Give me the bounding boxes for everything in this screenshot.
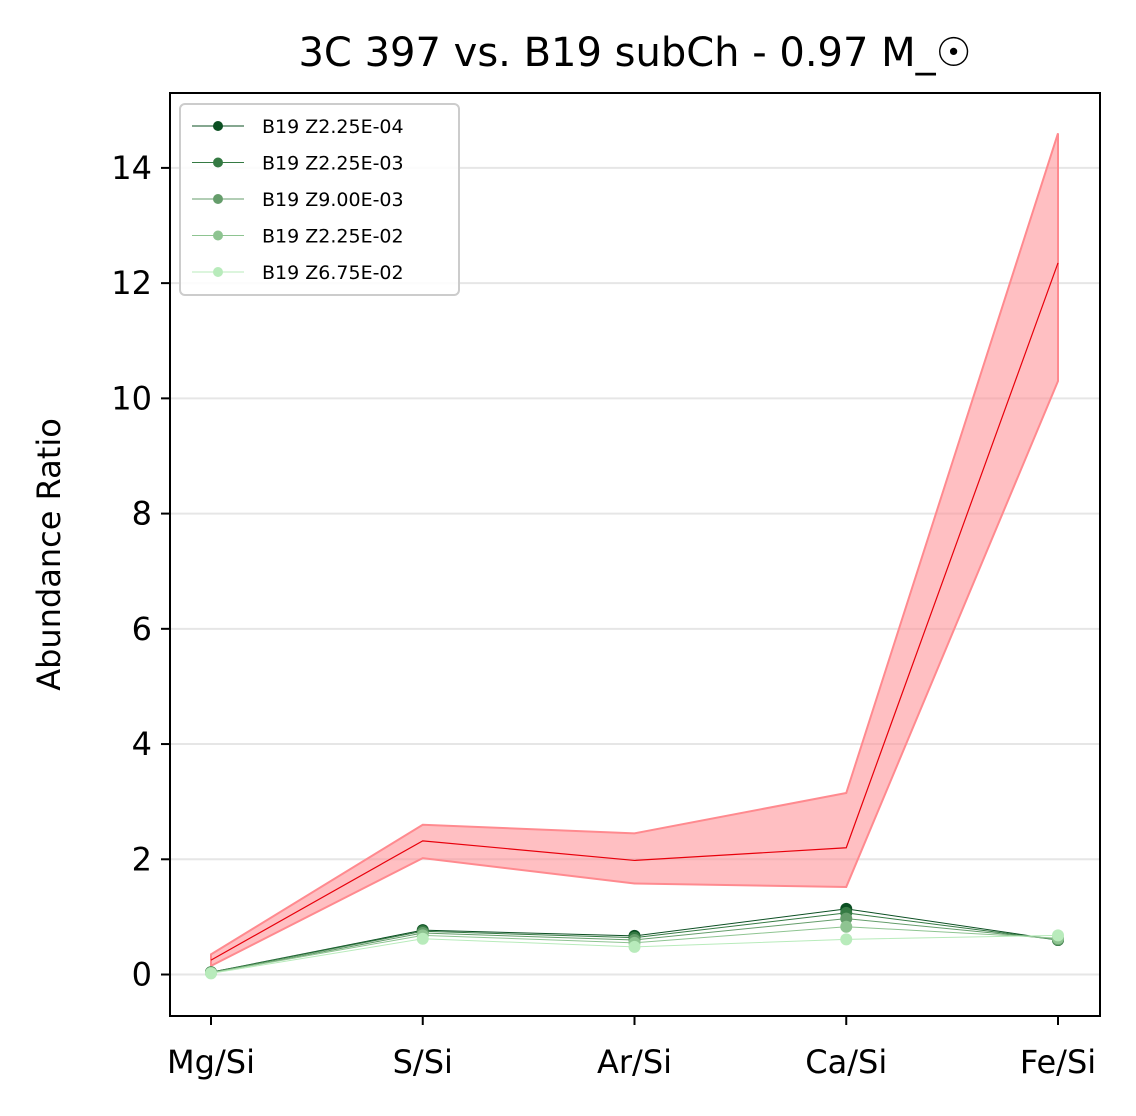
legend-marker: [213, 194, 223, 204]
x-tick-label: Mg/Si: [167, 1043, 255, 1081]
observed-band-layer: [210, 133, 1059, 968]
legend-label: B19 Z2.25E-02: [262, 226, 404, 248]
legend-marker: [213, 121, 223, 131]
legend-label: B19 Z6.75E-02: [262, 262, 404, 284]
data-point: [205, 967, 217, 980]
y-tick-label: 4: [132, 725, 152, 763]
x-tick-label: S/Si: [393, 1043, 453, 1081]
data-point: [840, 920, 853, 933]
chart-title: 3C 397 vs. B19 subCh - 0.97 M_☉: [298, 30, 971, 76]
data-point: [840, 933, 853, 946]
y-tick-label: 8: [132, 495, 152, 533]
axes: 0 2 4 6 8 10 12 14 Mg/Si S/Si Ar/Si Ca/Si Fe/Si: [111, 149, 1096, 1081]
y-tick-label: 2: [132, 840, 152, 878]
data-point: [628, 940, 641, 953]
observed-line: [210, 262, 1059, 961]
x-tick-label: Fe/Si: [1020, 1043, 1096, 1081]
x-tick-label: Ca/Si: [805, 1043, 887, 1081]
legend-marker: [213, 230, 223, 241]
y-axis-label: Abundance Ratio: [30, 418, 68, 691]
y-tick-label: 12: [111, 264, 152, 302]
y-tick-label: 14: [111, 149, 152, 187]
y-tick-label: 6: [132, 610, 152, 648]
legend-marker: [213, 267, 223, 277]
series-4: [205, 929, 1064, 980]
legend-label: B19 Z2.25E-03: [262, 153, 404, 175]
legend: B19 Z2.25E-04 B19 Z2.25E-03 B19 Z9.00E-03 B…: [179, 103, 460, 296]
x-tick-label: Ar/Si: [597, 1043, 672, 1081]
legend-frame: [179, 103, 460, 296]
series-layer: [205, 902, 1064, 980]
legend-label: B19 Z9.00E-03: [262, 189, 404, 211]
observed-error-band: [210, 133, 1059, 968]
data-point: [1052, 929, 1064, 942]
y-tick-label: 10: [111, 379, 152, 417]
legend-marker: [213, 157, 223, 168]
y-tick-label: 0: [132, 956, 152, 994]
legend-label: B19 Z2.25E-04: [262, 116, 404, 138]
data-point: [416, 932, 429, 945]
